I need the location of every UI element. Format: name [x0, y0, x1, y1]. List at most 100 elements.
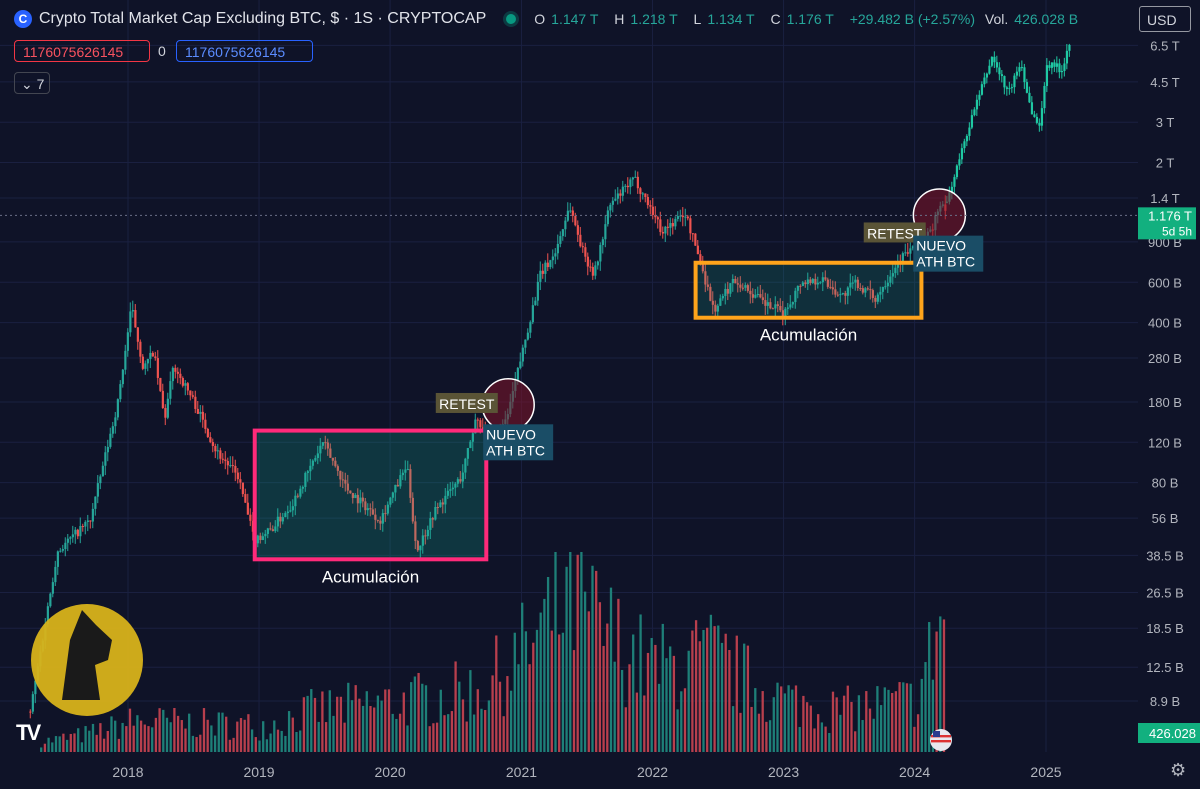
- volume-bar: [443, 715, 446, 752]
- candle-body: [1058, 63, 1061, 73]
- candle-body: [804, 282, 807, 285]
- label-bg: [483, 424, 554, 461]
- volume-bar: [406, 725, 409, 752]
- volume-bar: [713, 626, 716, 752]
- candle-body: [261, 536, 264, 541]
- tradingview-logo-icon[interactable]: TV: [16, 720, 41, 745]
- candle-body: [416, 541, 419, 551]
- x-tick-label: 2024: [899, 764, 930, 780]
- volume-bar: [369, 705, 372, 752]
- candle-body: [806, 279, 809, 285]
- volume-bar: [809, 705, 812, 752]
- candle-body: [664, 226, 667, 234]
- candle-body: [144, 363, 147, 369]
- volume-bar: [258, 740, 261, 752]
- candle-body: [699, 254, 702, 263]
- indicators-count: 7: [36, 76, 45, 92]
- candle-body: [709, 286, 712, 301]
- candle-body: [79, 526, 82, 537]
- volume-bar: [850, 701, 853, 752]
- label-bg: [863, 222, 926, 243]
- candle-body: [59, 550, 62, 552]
- candle-body: [864, 288, 867, 293]
- candle-body: [736, 283, 739, 285]
- candle-body: [256, 535, 259, 544]
- volume-bar: [99, 723, 102, 752]
- candle-body: [581, 246, 584, 248]
- chevron-down-icon: ⌄: [21, 76, 33, 92]
- candle-body: [749, 290, 752, 295]
- candle-body: [579, 234, 582, 247]
- candle-body: [829, 286, 832, 288]
- volume-bar: [117, 738, 121, 752]
- candle-body: [546, 262, 549, 268]
- candle-body: [995, 62, 999, 68]
- candle-body: [856, 279, 859, 289]
- volume-bar: [931, 679, 935, 752]
- volume-bar: [928, 622, 931, 752]
- indicators-collapse-button[interactable]: ⌄ 7: [14, 72, 50, 94]
- candle-body: [294, 495, 297, 507]
- candle-body: [201, 411, 204, 420]
- volume-bar: [817, 714, 820, 752]
- candle-body: [779, 305, 782, 311]
- volume-bar: [513, 632, 516, 752]
- volume-bar: [731, 706, 735, 752]
- volume-bar: [491, 675, 494, 752]
- volume-bar: [447, 714, 450, 752]
- candle-body: [839, 294, 842, 296]
- candle-body: [965, 135, 969, 142]
- candle-body: [574, 215, 577, 226]
- volume-bar: [517, 664, 520, 752]
- candle-body: [89, 520, 92, 522]
- candle-body: [1063, 63, 1066, 72]
- candle-body: [1053, 62, 1056, 67]
- volume-bar: [180, 720, 183, 752]
- candle-body: [844, 293, 847, 296]
- candle-body: [846, 287, 849, 296]
- candle-body: [181, 377, 184, 386]
- candle-body: [194, 396, 197, 409]
- label-line: NUEVO: [486, 426, 536, 442]
- candle-body: [204, 419, 207, 429]
- candle-body: [56, 551, 59, 567]
- volume-bar: [62, 733, 65, 752]
- volume-bar: [765, 721, 768, 752]
- volume-bar: [543, 598, 546, 752]
- gear-icon[interactable]: ⚙: [1170, 760, 1187, 780]
- candle-body: [156, 358, 159, 378]
- candle-body: [686, 216, 689, 219]
- candle-body: [244, 494, 247, 503]
- volume-bar: [313, 697, 317, 752]
- symbol-title[interactable]: Crypto Total Market Cap Excluding BTC, $…: [39, 10, 487, 27]
- candle-body: [534, 300, 537, 306]
- retest-label-1: RETEST: [435, 392, 498, 413]
- candle-body: [549, 260, 552, 268]
- candle-body: [249, 514, 252, 521]
- buy-price-box[interactable]: 1176075626145: [176, 40, 313, 62]
- volume-bar: [347, 682, 350, 752]
- volume-bar: [846, 685, 849, 752]
- volume-bar: [128, 708, 132, 752]
- volume-bar: [694, 620, 698, 752]
- candle-body: [559, 236, 562, 244]
- candle-body: [116, 399, 119, 418]
- volume-bar: [410, 682, 413, 752]
- x-tick-label: 2021: [506, 764, 537, 780]
- volume-bar: [558, 634, 561, 752]
- candle-body: [529, 322, 532, 333]
- currency-selector[interactable]: USD: [1139, 6, 1191, 32]
- candle-body: [106, 446, 109, 453]
- candle-body: [604, 224, 607, 240]
- candle-body: [821, 277, 824, 283]
- candle-body: [654, 215, 657, 218]
- sell-price-box[interactable]: 1176075626145: [14, 40, 150, 62]
- candle-body: [199, 411, 202, 414]
- volume-bar: [550, 630, 553, 752]
- candle-body: [766, 302, 769, 306]
- candle-body: [1040, 108, 1044, 126]
- candle-body: [539, 270, 542, 282]
- candle-body: [881, 286, 884, 292]
